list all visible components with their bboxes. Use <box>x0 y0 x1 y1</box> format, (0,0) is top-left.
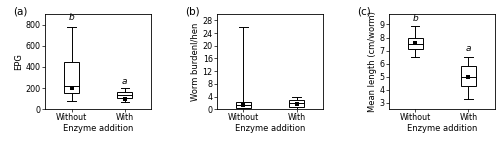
Y-axis label: Mean length (cm/worm): Mean length (cm/worm) <box>368 11 377 112</box>
X-axis label: Enzyme addition: Enzyme addition <box>63 124 134 133</box>
FancyBboxPatch shape <box>236 102 251 108</box>
Y-axis label: EPG: EPG <box>14 53 23 70</box>
Text: (b): (b) <box>185 6 200 16</box>
FancyBboxPatch shape <box>289 100 304 107</box>
Text: (a): (a) <box>13 6 28 16</box>
FancyBboxPatch shape <box>408 37 423 49</box>
Y-axis label: Worm burdenl/hen: Worm burdenl/hen <box>191 22 200 101</box>
FancyBboxPatch shape <box>461 66 476 86</box>
Text: a: a <box>466 44 471 53</box>
X-axis label: Enzyme addition: Enzyme addition <box>235 124 305 133</box>
X-axis label: Enzyme addition: Enzyme addition <box>406 124 477 133</box>
Text: b: b <box>412 14 418 22</box>
Text: b: b <box>68 14 74 22</box>
FancyBboxPatch shape <box>117 92 132 98</box>
Text: a: a <box>122 77 128 86</box>
FancyBboxPatch shape <box>64 62 79 93</box>
Text: (c): (c) <box>357 6 371 16</box>
